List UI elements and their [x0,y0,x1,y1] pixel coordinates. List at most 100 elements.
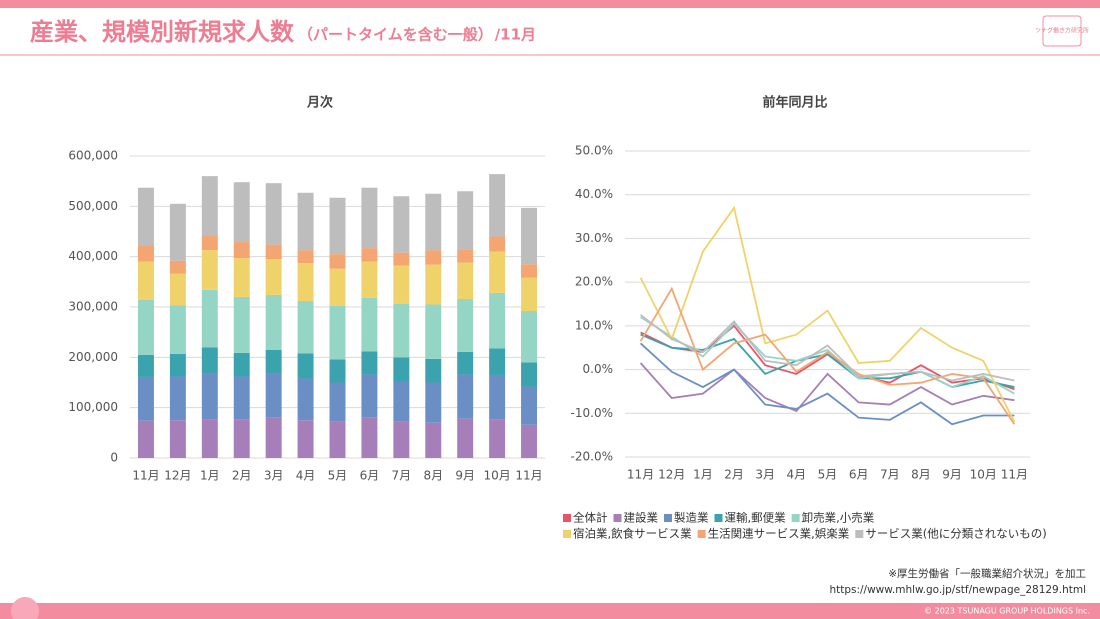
legend-swatch [563,514,571,522]
x-tick-label: 4月 [787,468,807,482]
bar-segment [297,300,314,354]
bar-segment [201,289,218,348]
bar-segment [329,197,346,255]
bar-segment [265,294,282,350]
legend-label: 卸売業,小売業 [802,511,875,525]
x-tick-label: 9月 [455,469,475,483]
bar-segment [169,353,186,377]
x-tick-label: 4月 [296,469,316,483]
bar-segment [233,376,250,420]
bar-segment [201,419,218,458]
bar-segment [169,420,186,458]
bar-segment [297,378,314,421]
bar-segment [393,252,410,266]
legend-swatch [563,530,571,538]
series-line [639,205,1016,423]
bar-segment [521,207,538,265]
x-tick-label: 5月 [328,469,348,483]
bar-segment [489,419,506,458]
bar-segment [489,174,506,237]
bar-segment [137,245,154,262]
bar-segment [265,349,282,374]
bar-segment [393,196,410,253]
bar-segment [201,347,218,374]
bar-segment [489,251,506,293]
legend-label: 製造業 [674,511,709,525]
source-note: ※厚生労働省「一般職業紹介状況」を加工 [888,567,1086,580]
x-tick-label: 2月 [232,469,252,483]
bar-segment [169,203,186,261]
subtitle: （パートタイムを含む一般） [298,26,493,44]
x-tick-label: 11月 [515,469,542,483]
bar-segment [361,297,378,352]
x-tick-label: 11月 [1001,468,1028,482]
bar-segment [457,191,474,250]
bar-segment [169,273,186,306]
y-tick-label: 40.0% [575,187,613,201]
legend-label: 生活関連サービス業,娯楽業 [708,527,850,541]
copyright: © 2023 TSUNAGU GROUP HOLDINGS Inc. [924,607,1090,616]
bar-segment [521,277,538,312]
bar-segment [233,258,250,297]
x-tick-label: 7月 [392,469,412,483]
series-line [639,342,1015,426]
x-tick-label: 11月 [132,469,159,483]
x-tick-label: 12月 [658,468,685,482]
bar-segment [393,421,410,458]
legend-label: 運輸,郵便業 [725,511,787,525]
x-tick-label: 1月 [200,469,220,483]
bar-segment [201,236,218,251]
bar-segment [329,268,346,306]
y-tick-label: 500,000 [68,199,118,213]
bar-segment [169,305,186,354]
bar-segment [489,374,506,420]
x-tick-label: 6月 [360,469,380,483]
bar-segment [425,304,442,359]
bar-segment [137,299,154,355]
bar-segment [521,386,538,425]
top-band [0,0,1100,8]
y-tick-label: 0.0% [583,362,614,376]
y-tick-label: -20.0% [571,450,613,464]
legend-swatch [697,530,706,538]
y-tick-label: 100,000 [68,400,118,414]
y-tick-label: 10.0% [575,318,613,332]
source-url: https://www.mhlw.go.jp/stf/newpage_28129… [829,584,1086,596]
bar-segment [425,264,442,305]
bar-segment [233,296,250,353]
bar-segment [329,359,346,383]
y-tick-label: 600,000 [68,149,118,163]
series-line [639,362,1015,413]
legend-swatch [664,514,672,522]
y-tick-label: 300,000 [68,300,118,314]
y-tick-label: 400,000 [68,249,118,263]
x-tick-label: 8月 [911,468,931,482]
x-tick-label: 3月 [264,469,284,483]
x-tick-label: 3月 [755,468,775,482]
bar-segment [489,348,506,375]
series-line [640,316,1015,395]
bar-segment [265,244,282,260]
y-tick-label: 200,000 [68,350,118,364]
bottom-band [0,603,1100,619]
y-tick-label: -10.0% [571,406,613,420]
bar-segment [361,374,378,418]
bar-segment [265,259,282,295]
bar-segment [233,242,250,259]
bar-segment [329,421,346,458]
x-tick-label: 10月 [970,468,997,482]
bar-segment [361,417,378,458]
bar-segment [425,193,442,251]
x-tick-label: 7月 [880,468,900,482]
bar-segment [489,236,506,252]
x-tick-label: 11月 [627,468,654,482]
chart-title: 前年同月比 [762,95,827,111]
logo: ツナグ働き方研究所 [1035,27,1089,35]
bar-segment [361,261,378,298]
bar-segment [137,261,154,300]
legend-label: 全体計 [573,511,608,525]
bar-segment [425,250,442,265]
legend-swatch [791,514,800,522]
bar-segment [457,249,474,263]
